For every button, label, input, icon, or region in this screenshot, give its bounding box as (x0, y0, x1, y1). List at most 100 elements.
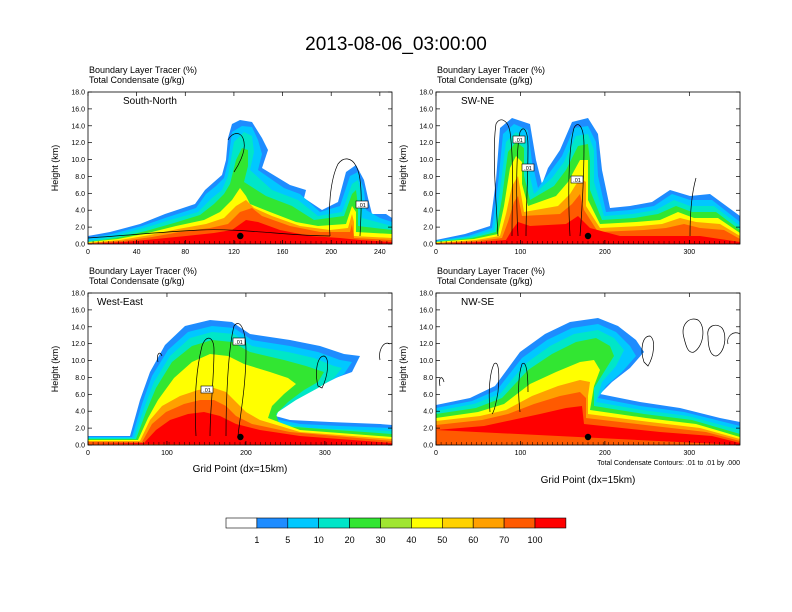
panel-title: West-East (97, 297, 143, 308)
band-red (436, 406, 740, 445)
figure-title: 2013-08-06_03:00:00 (305, 34, 487, 55)
colorbar-label: 60 (468, 535, 478, 545)
y-tick-label: 10.0 (419, 157, 433, 164)
colorbar-swatch (534, 517, 567, 529)
contour-label: .01 (573, 178, 581, 184)
grid-point-markers (436, 241, 740, 244)
contour-label: .01 (524, 166, 532, 172)
colorbar-label: 1 (254, 535, 259, 545)
y-tick-label: 10.0 (71, 358, 85, 365)
x-tick-label: 0 (434, 450, 438, 457)
field-layer: .01 .01 .01 (436, 92, 740, 244)
y-tick-label: 6.0 (75, 191, 85, 198)
colorbar-label: 40 (406, 535, 416, 545)
contour-label-box (570, 175, 584, 184)
x-tick-label: 100 (161, 450, 173, 457)
contour-line (157, 352, 163, 363)
y-axis-label: Height (km) (398, 346, 408, 393)
y-tick-label: 12.0 (71, 140, 85, 147)
field-layer: .01 .01 (88, 293, 392, 445)
y-tick-label: 14.0 (419, 324, 433, 331)
plot-frame (87, 292, 393, 446)
panel-title: NW-SE (461, 297, 494, 308)
contour-note: Total Condensate Contours: .01 to .01 by… (597, 460, 740, 467)
contour-label-box (232, 337, 246, 346)
contour-line (682, 318, 704, 353)
colorbar-swatch (287, 517, 319, 529)
x-tick-label: 40 (133, 249, 141, 256)
panel-south-north: Boundary Layer Tracer (%) Total Condensa… (50, 65, 393, 256)
x-tick-label: 240 (374, 249, 386, 256)
panel-label-tracer: Boundary Layer Tracer (%) (89, 65, 197, 75)
y-tick-label: 0.0 (423, 242, 433, 249)
contour-line (328, 158, 362, 237)
panel-title: South-North (123, 96, 177, 107)
y-axis: 0.0 2.0 4.0 6.0 8.0 10.0 12.0 14.0 16.0 18.0 (419, 90, 740, 249)
band-red (88, 220, 392, 244)
y-tick-label: 14.0 (71, 324, 85, 331)
panel-nw-se: Boundary Layer Tracer (%) Total Condensa… (398, 266, 741, 486)
y-tick-label: 4.0 (75, 208, 85, 215)
location-marker (237, 433, 244, 441)
y-tick-label: 10.0 (419, 358, 433, 365)
y-tick-label: 16.0 (419, 307, 433, 314)
band-red (436, 216, 740, 244)
y-tick-label: 6.0 (75, 392, 85, 399)
colorbar-swatch (503, 517, 536, 529)
contour-line (194, 337, 215, 437)
y-tick-label: 14.0 (419, 123, 433, 130)
y-axis: 0.0 2.0 4.0 6.0 8.0 10.0 12.0 14.0 16.0 18.0 (419, 291, 740, 450)
x-axis-label: Grid Point (dx=15km) (541, 475, 636, 486)
contour-label: .01 (358, 203, 366, 209)
colorbar: 1 5 10 20 30 40 50 60 70 100 (225, 517, 567, 545)
y-tick-label: 16.0 (419, 106, 433, 113)
panel-sw-ne: Boundary Layer Tracer (%) Total Condensa… (398, 65, 741, 256)
x-axis: 0 40 80 120 160 200 240 (86, 92, 386, 256)
contour-label: .01 (515, 138, 523, 144)
colorbar-swatch (472, 517, 505, 529)
contour-line (316, 355, 328, 389)
panel-label-condensate: Total Condensate (g/kg) (437, 276, 533, 286)
y-tick-label: 18.0 (419, 291, 433, 298)
band-red (88, 412, 392, 445)
x-axis-label: Grid Point (dx=15km) (193, 464, 288, 475)
x-tick-label: 0 (86, 450, 90, 457)
colorbar-label: 10 (314, 535, 324, 545)
x-tick-label: 300 (319, 450, 331, 457)
y-axis-label: Height (km) (398, 145, 408, 192)
plot-frame (87, 91, 393, 245)
contour-line (227, 133, 245, 173)
y-tick-label: 12.0 (419, 140, 433, 147)
x-axis: 0 100 200 300 (434, 293, 695, 457)
y-tick-label: 8.0 (423, 174, 433, 181)
contour-label-box (355, 200, 369, 209)
x-tick-label: 200 (599, 249, 611, 256)
contour-line (493, 119, 513, 237)
y-tick-label: 8.0 (75, 174, 85, 181)
y-tick-label: 8.0 (75, 375, 85, 382)
y-tick-label: 12.0 (419, 341, 433, 348)
y-tick-label: 2.0 (75, 426, 85, 433)
y-tick-label: 16.0 (71, 106, 85, 113)
colorbar-label: 30 (375, 535, 385, 545)
y-axis: 0.0 2.0 4.0 6.0 8.0 10.0 12.0 14.0 16.0 18.0 (71, 291, 392, 450)
contour-label: .01 (235, 340, 243, 346)
grid-point-markers (436, 442, 740, 445)
x-tick-label: 120 (228, 249, 240, 256)
colorbar-swatch (380, 517, 412, 529)
x-tick-label: 300 (683, 249, 695, 256)
contour-line (689, 177, 697, 237)
y-tick-label: 4.0 (423, 409, 433, 416)
y-axis-label: Height (km) (50, 145, 60, 192)
panel-label-condensate: Total Condensate (g/kg) (437, 75, 533, 85)
y-tick-label: 2.0 (75, 225, 85, 232)
y-tick-label: 2.0 (423, 426, 433, 433)
panel-label-condensate: Total Condensate (g/kg) (89, 75, 185, 85)
contour-line (516, 128, 529, 237)
location-marker (584, 433, 592, 441)
y-tick-label: 6.0 (423, 392, 433, 399)
contour-line (727, 332, 740, 345)
contour-label-box (200, 385, 214, 394)
x-tick-label: 300 (683, 450, 695, 457)
